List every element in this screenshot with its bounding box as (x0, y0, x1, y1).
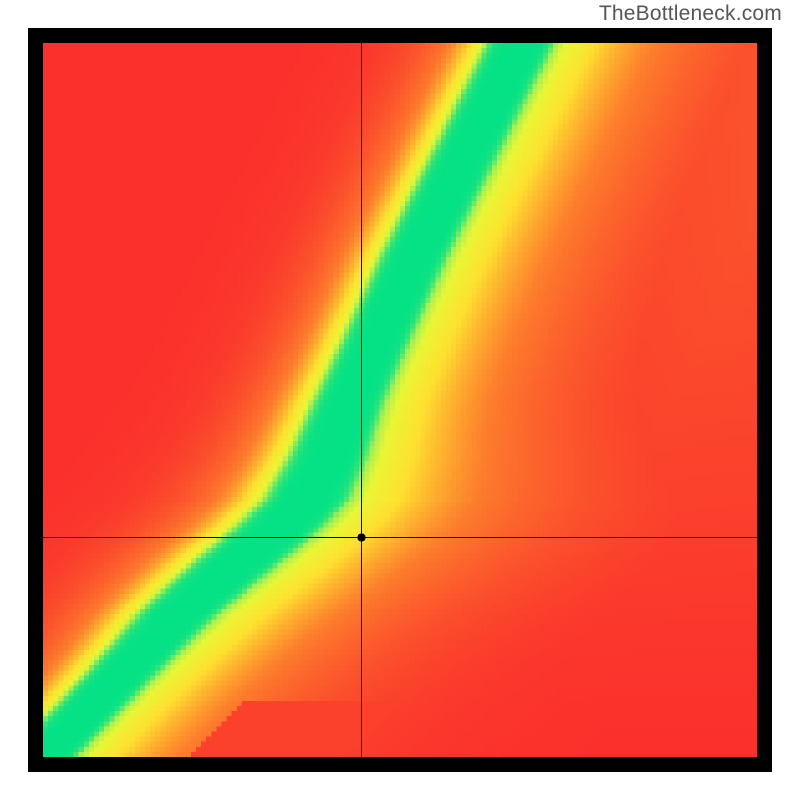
chart-frame (28, 28, 772, 772)
crosshair-overlay (43, 43, 757, 757)
watermark-text: TheBottleneck.com (599, 2, 782, 26)
